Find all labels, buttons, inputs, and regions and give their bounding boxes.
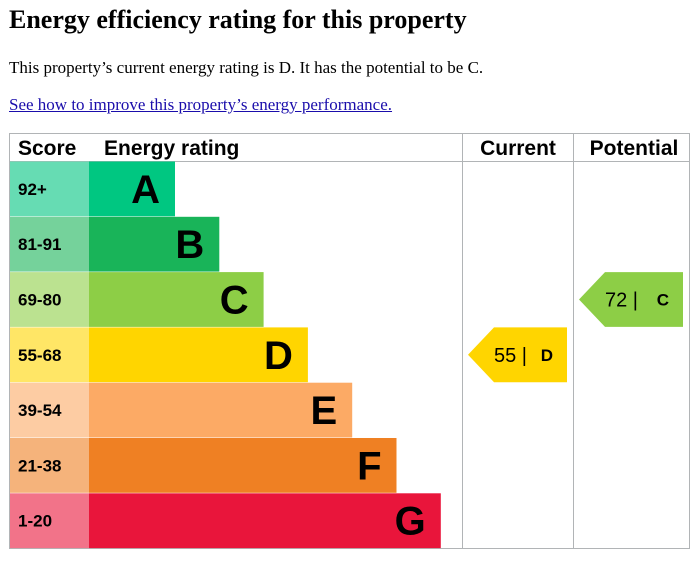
header-current: Current xyxy=(480,137,556,160)
rating-bar-a xyxy=(89,161,175,217)
rating-letter-a: A xyxy=(131,168,160,212)
rating-bar-e xyxy=(89,382,353,438)
score-label-a: 92+ xyxy=(18,180,47,199)
score-label-b: 81-91 xyxy=(18,235,61,254)
score-label-e: 39-54 xyxy=(18,401,62,420)
score-label-d: 55-68 xyxy=(18,346,61,365)
rating-bar-c xyxy=(89,272,264,327)
current-rating-arrow xyxy=(468,327,567,383)
header-score: Score xyxy=(18,137,76,160)
rating-letter-f: F xyxy=(357,444,381,488)
score-cell-d xyxy=(10,327,89,383)
rating-indicators: 55 | D 72 | C xyxy=(468,272,683,383)
header-potential: Potential xyxy=(590,137,679,160)
score-label-c: 69-80 xyxy=(18,291,61,310)
score-cell-c xyxy=(10,272,89,327)
page-title: Energy efficiency rating for this proper… xyxy=(9,5,467,34)
score-label-f: 21-38 xyxy=(18,456,61,475)
score-cell-f xyxy=(10,438,89,493)
potential-rating-letter: C xyxy=(657,291,669,310)
rating-bar-f xyxy=(89,438,397,493)
score-cell-a xyxy=(10,161,89,217)
rating-summary: This property’s current energy rating is… xyxy=(9,58,484,77)
potential-rating-value: 72 | xyxy=(605,290,638,312)
rating-letter-g: G xyxy=(395,500,426,544)
potential-rating-arrow xyxy=(579,272,683,327)
improve-performance-link[interactable]: See how to improve this property’s energ… xyxy=(9,95,393,114)
rating-bar-b xyxy=(89,216,220,272)
score-cell-e xyxy=(10,382,89,438)
score-cell-b xyxy=(10,216,89,272)
rating-letter-b: B xyxy=(175,223,204,267)
rating-bar-g xyxy=(89,493,441,549)
rating-letter-c: C xyxy=(220,279,249,323)
current-rating-letter: D xyxy=(541,346,553,365)
score-label-g: 1-20 xyxy=(18,512,52,531)
chart-frame: Score Energy rating Current Potential xyxy=(9,133,690,549)
chart-border xyxy=(9,133,690,549)
header-energy-rating: Energy rating xyxy=(104,137,239,160)
rating-bands: 92+ A 81-91 B 69-80 C 55-68 D 39-54 E 21-38 F 1-20 G xyxy=(10,161,441,549)
rating-letter-d: D xyxy=(264,334,293,378)
rating-letter-e: E xyxy=(311,389,338,433)
score-cell-g xyxy=(10,493,89,549)
rating-bar-d xyxy=(89,327,308,383)
current-rating-value: 55 | xyxy=(494,345,527,367)
